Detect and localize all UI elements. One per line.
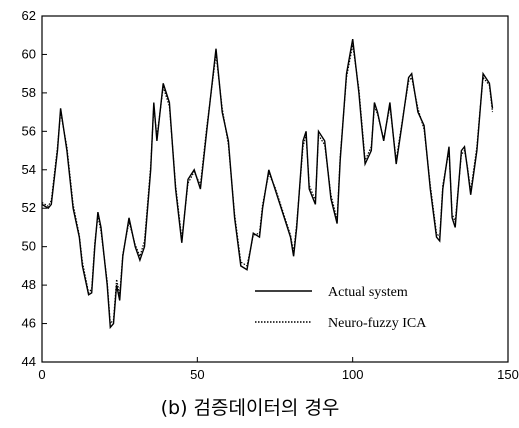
y-tick-label: 60 [22, 46, 36, 61]
y-tick-label: 46 [22, 316, 36, 331]
y-tick-label: 54 [22, 162, 36, 177]
x-tick-label: 0 [38, 367, 45, 382]
y-tick-label: 56 [22, 123, 36, 138]
y-tick-label: 58 [22, 85, 36, 100]
legend-label: Neuro-fuzzy ICA [328, 316, 427, 331]
y-tick-label: 48 [22, 277, 36, 292]
x-tick-label: 50 [190, 367, 204, 382]
y-tick-label: 52 [22, 200, 36, 215]
caption: (b) 검증데이터의 경우 [161, 397, 340, 419]
series-line [41, 44, 494, 326]
x-tick-label: 100 [342, 367, 364, 382]
plot-frame [41, 15, 509, 363]
y-tick-label: 50 [22, 239, 36, 254]
legend-label: Actual system [328, 285, 408, 300]
y-tick-label: 44 [22, 354, 36, 369]
x-tick-label: 150 [497, 367, 519, 382]
y-tick-label: 62 [22, 8, 36, 23]
series-line [41, 38, 494, 330]
